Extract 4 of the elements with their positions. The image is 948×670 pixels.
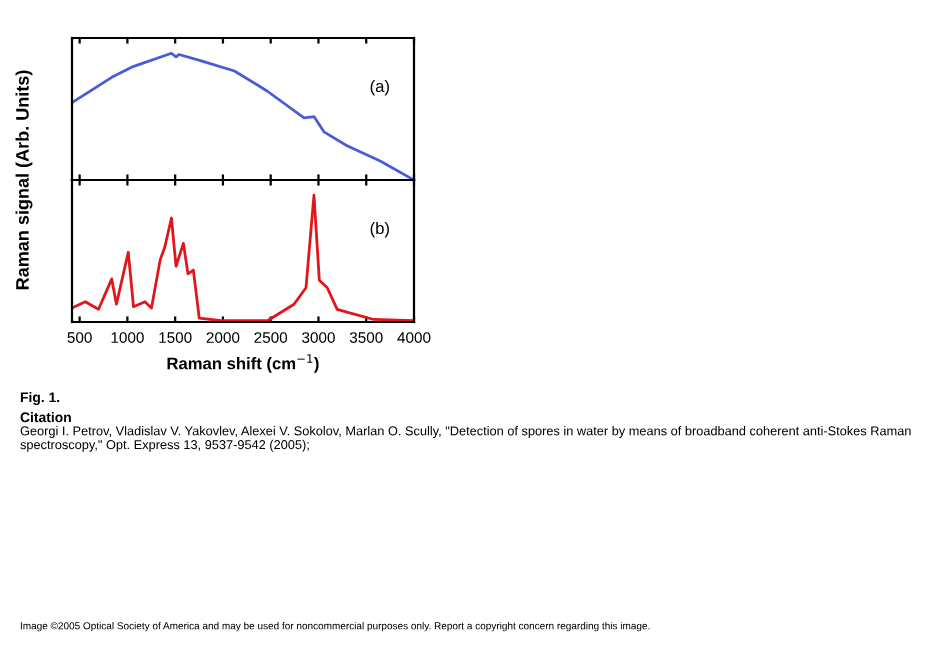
annotation: (a) xyxy=(370,79,389,96)
y-axis-title: Raman signal (Arb. Units) xyxy=(15,70,33,290)
x-axis-title: Raman shift (cm$^{−1}$) xyxy=(167,354,319,373)
annotation: (b) xyxy=(370,221,389,238)
